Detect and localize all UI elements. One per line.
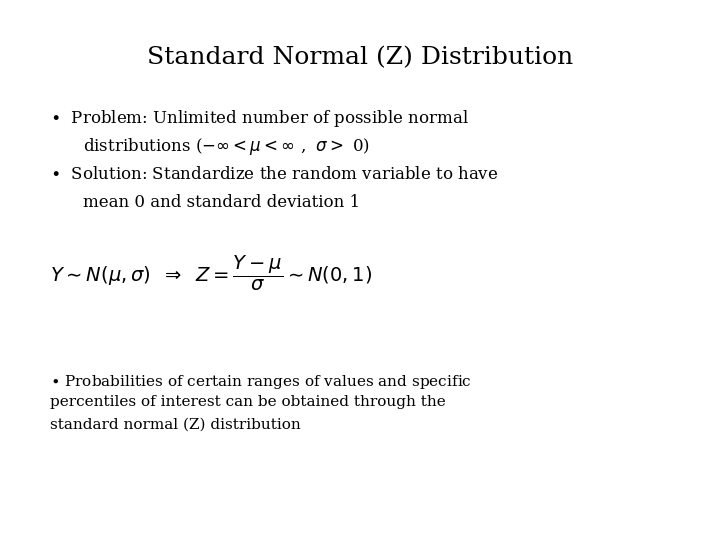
Text: $\bullet$  Solution: Standardize the random variable to have: $\bullet$ Solution: Standardize the rand… [50,166,499,183]
Text: mean 0 and standard deviation 1: mean 0 and standard deviation 1 [83,194,360,211]
Text: distributions ($-\infty < \mu < \infty$ ,  $\sigma$$>$ 0): distributions ($-\infty < \mu < \infty$ … [83,136,369,157]
Text: $\bullet$ Probabilities of certain ranges of values and specific: $\bullet$ Probabilities of certain range… [50,373,472,390]
Text: $\bullet$  Problem: Unlimited number of possible normal: $\bullet$ Problem: Unlimited number of p… [50,108,469,129]
Text: standard normal (Z) distribution: standard normal (Z) distribution [50,418,301,432]
Text: $Y \sim N(\mu,\sigma) \;\;\Rightarrow\;\; Z = \dfrac{Y - \mu}{\sigma} \sim N(0,1: $Y \sim N(\mu,\sigma) \;\;\Rightarrow\;\… [50,254,373,293]
Text: percentiles of interest can be obtained through the: percentiles of interest can be obtained … [50,395,446,409]
Text: Standard Normal (Z) Distribution: Standard Normal (Z) Distribution [147,46,573,69]
